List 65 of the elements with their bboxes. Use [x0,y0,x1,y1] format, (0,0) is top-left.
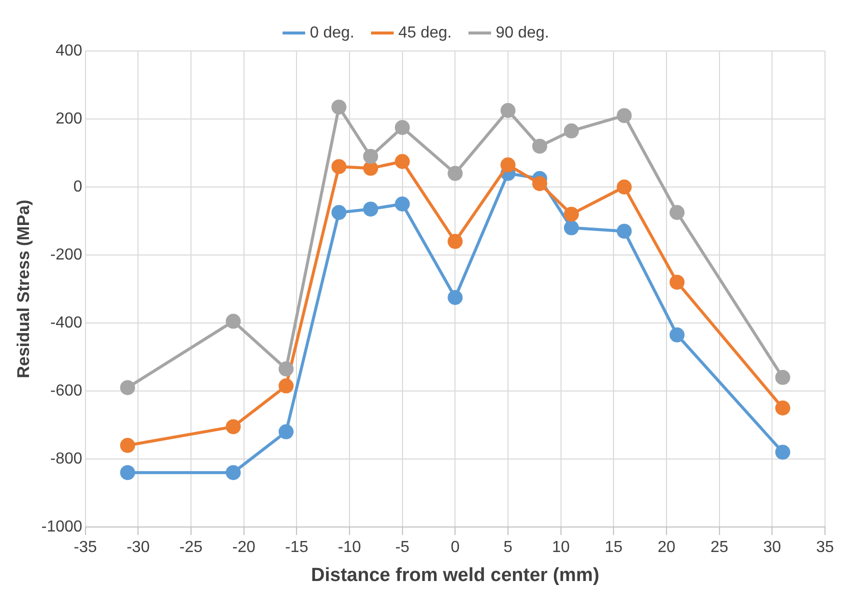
point [363,160,378,176]
point [500,157,516,172]
point [670,274,685,290]
point [448,234,463,249]
y-tick-label: 400 [56,42,82,60]
y-tick-label: 0 [73,178,82,196]
x-tick-label: -10 [338,539,362,556]
point [120,438,136,453]
point [616,180,632,194]
point [120,380,136,396]
x-tick-label: -35 [74,539,97,556]
point [120,465,136,480]
x-tick-label: -5 [395,539,410,556]
y-tick-label: -1000 [41,518,82,536]
point [226,465,241,480]
point [448,290,463,305]
point [564,123,579,138]
point [532,176,548,192]
x-tick-label: 0 [450,539,460,556]
x-tick-label: -15 [285,539,308,556]
point [394,120,410,135]
point [226,314,241,329]
legend-label: 45 deg. [398,24,452,42]
x-axis-title: Distance from weld center (mm) [311,564,600,586]
x-tick-label: 10 [552,539,570,556]
y-tick-label: -800 [50,450,82,468]
x-tick-label: -30 [126,539,150,556]
x-tick-label: 35 [816,539,834,556]
x-tick-label: -20 [232,539,256,556]
x-tick-label: 30 [763,539,782,556]
point [278,378,294,394]
x-tick-label: 15 [604,539,623,556]
point [394,154,410,169]
point [448,166,463,181]
point [532,138,548,154]
y-tick-label: -200 [50,246,82,264]
point [331,100,346,115]
point [278,424,294,440]
y-axis-title: Residual Stress (MPa) [14,200,33,378]
y-tick-label: 200 [56,110,82,128]
point [775,400,790,416]
point [363,202,378,217]
legend-label: 0 deg. [310,24,354,42]
point [331,205,346,220]
y-tick-label: -400 [50,314,82,332]
point [564,206,579,222]
x-tick-label: 5 [504,539,513,556]
point [394,196,410,212]
legend-label: 90 deg. [496,24,550,42]
point [616,108,632,124]
x-tick-label: 20 [658,539,676,556]
point [363,148,378,164]
point [775,444,790,460]
point [500,103,516,118]
point [670,205,685,220]
x-tick-label: -25 [179,539,203,556]
point [616,224,632,239]
point [775,370,790,385]
point [564,220,579,236]
point [226,419,241,434]
point [278,361,294,376]
point [670,327,685,342]
x-tick-label: 25 [710,539,728,556]
point [331,159,346,174]
y-tick-label: -600 [50,382,82,400]
